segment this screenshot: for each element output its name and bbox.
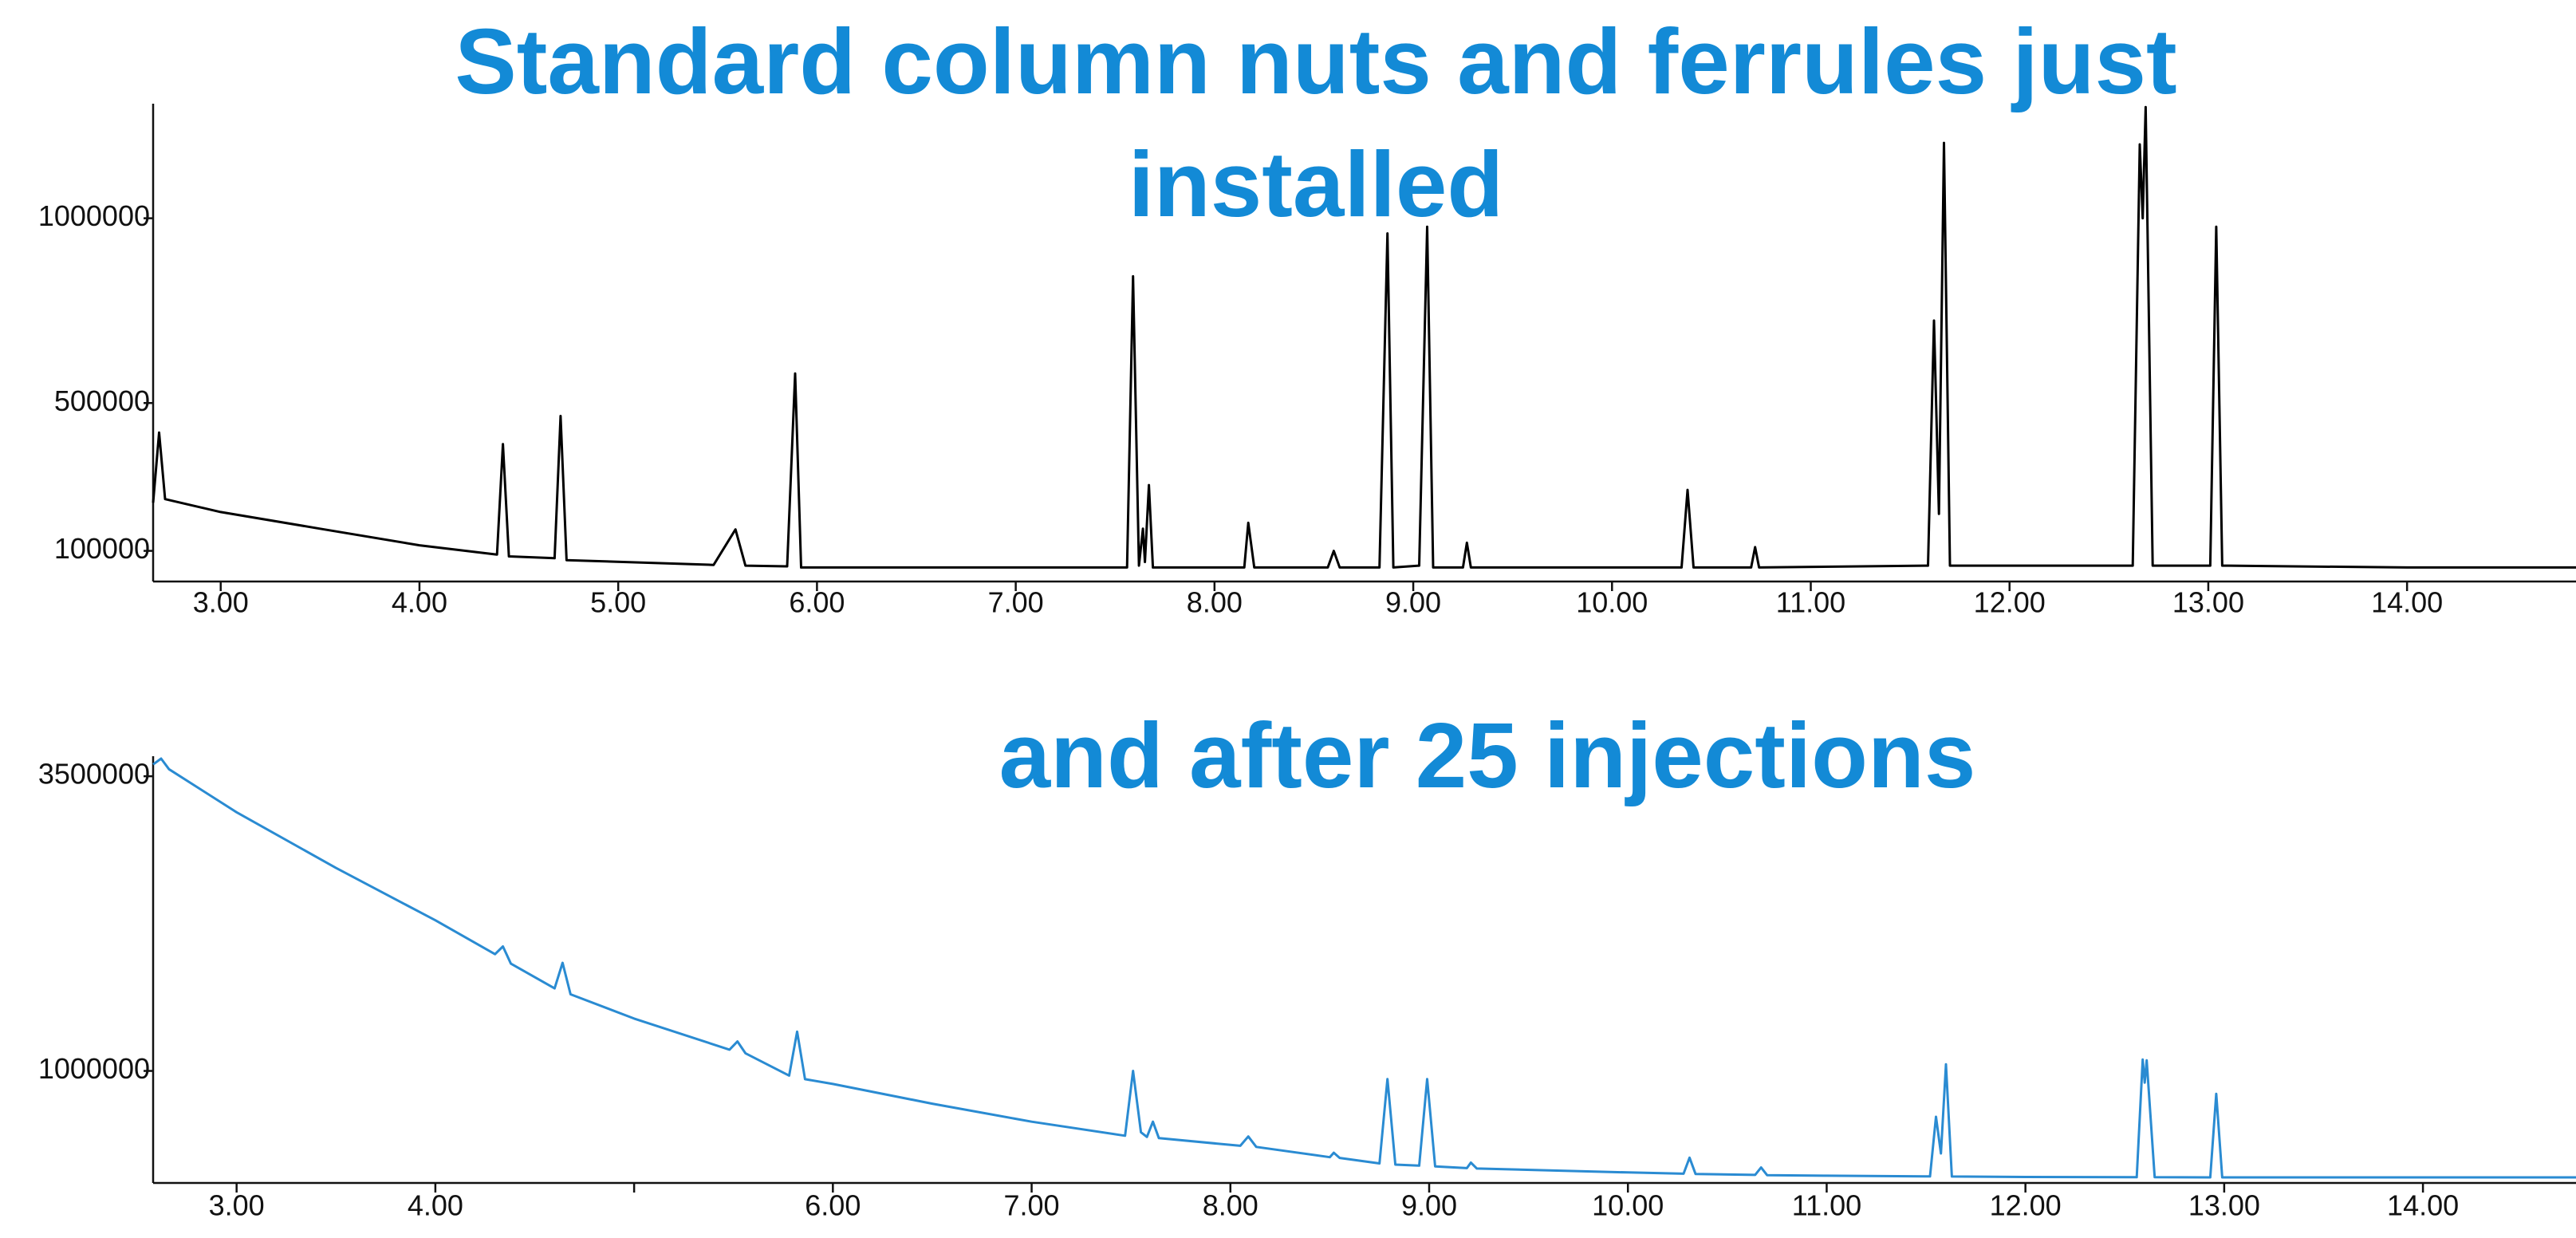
y-tick-label: 3500000 (38, 758, 150, 791)
x-tick-label: 3.00 (209, 1189, 265, 1222)
x-tick-label: 12.00 (1990, 1189, 2062, 1222)
x-tick-label: 13.00 (2188, 1189, 2260, 1222)
x-tick-label: 10.00 (1592, 1189, 1664, 1222)
x-tick-label: 6.00 (805, 1189, 861, 1222)
chart-title: and after 25 injections (998, 704, 1976, 807)
x-tick-label: 9.00 (1385, 586, 1441, 619)
x-tick-label: 13.00 (2172, 586, 2244, 619)
y-tick-label: 1000000 (38, 199, 150, 232)
x-tick-label: 4.00 (392, 586, 447, 619)
chart-title: Standard column nuts and ferrules just i… (455, 10, 2177, 236)
chromatogram-line (152, 757, 2576, 1179)
x-tick-label: 14.00 (2387, 1189, 2459, 1222)
x-tick-label: 6.00 (789, 586, 845, 619)
x-tick-label: 7.00 (988, 586, 1044, 619)
y-tick-label: 1000000 (38, 1052, 150, 1085)
x-tick-label: 9.00 (1401, 1189, 1457, 1222)
y-tick-label: 100000 (54, 532, 150, 565)
x-tick-label: 5.00 (590, 586, 646, 619)
x-tick-label: 10.00 (1576, 586, 1648, 619)
x-tick-label: 12.00 (1974, 586, 2046, 619)
x-tick-label: 7.00 (1004, 1189, 1060, 1222)
x-tick-label: 11.00 (1792, 1189, 1861, 1222)
x-tick-label: 3.00 (193, 586, 249, 619)
chromatogram-line (152, 105, 2576, 569)
y-tick-label: 500000 (54, 384, 150, 417)
x-tick-label: 11.00 (1776, 586, 1845, 619)
x-tick-label: 4.00 (408, 1189, 463, 1222)
x-tick-label: 8.00 (1203, 1189, 1258, 1222)
x-tick-label: 14.00 (2371, 586, 2443, 619)
x-tick-label: 8.00 (1187, 586, 1243, 619)
